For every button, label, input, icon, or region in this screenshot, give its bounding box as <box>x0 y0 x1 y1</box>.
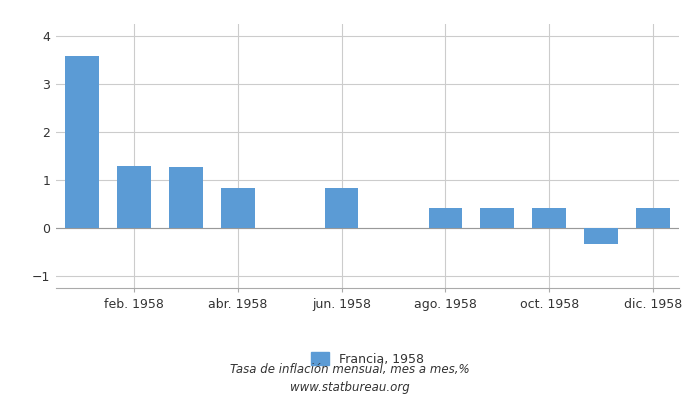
Bar <box>532 208 566 228</box>
Legend: Francia, 1958: Francia, 1958 <box>311 352 424 366</box>
Bar <box>169 166 203 228</box>
Bar <box>584 228 618 244</box>
Text: Tasa de inflación mensual, mes a mes,%: Tasa de inflación mensual, mes a mes,% <box>230 364 470 376</box>
Bar <box>325 188 358 228</box>
Bar <box>65 56 99 228</box>
Text: www.statbureau.org: www.statbureau.org <box>290 382 410 394</box>
Bar <box>117 166 150 228</box>
Bar <box>636 208 670 228</box>
Bar <box>480 208 514 228</box>
Bar <box>428 208 462 228</box>
Bar <box>220 188 255 228</box>
